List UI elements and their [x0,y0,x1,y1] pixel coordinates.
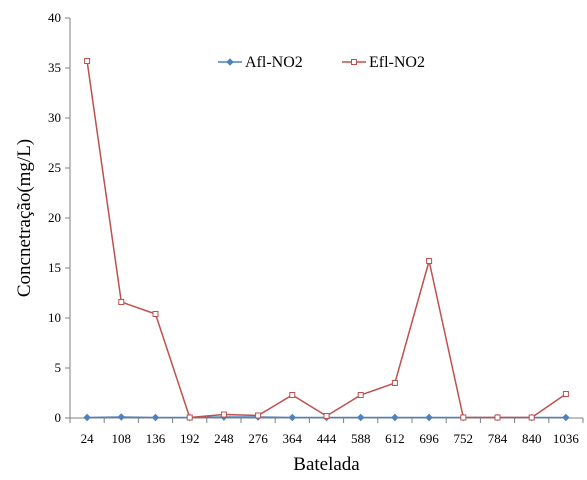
data-point [152,311,159,317]
x-tick-label: 752 [454,431,474,446]
x-tick-label: 784 [488,431,508,446]
data-point [83,413,91,422]
x-tick-label: 444 [317,431,337,446]
data-point [118,299,125,305]
legend: Afl-NO2 Efl-NO2 [218,54,425,71]
y-tick-label: 35 [48,60,61,75]
legend-item: Efl-NO2 [342,54,425,71]
data-point [356,413,365,422]
data-point [357,392,364,398]
data-point [562,413,570,422]
legend-label: Afl-NO2 [245,54,303,71]
data-point [220,411,227,418]
y-tick-label: 30 [48,110,61,125]
data-point [425,413,433,422]
data-point [494,414,501,421]
series-layer [83,58,570,422]
legend-marker [351,59,357,65]
y-tick-label: 20 [48,210,61,225]
y-tick-label: 15 [48,260,61,275]
x-axis-ticks: 24 108 136 192 248 276 364 444 588 612 696 752 784 84… [69,418,584,446]
data-point [186,414,193,421]
data-point [288,413,297,422]
data-point [289,392,296,398]
x-tick-label: 108 [112,431,132,446]
data-point [151,413,160,422]
legend-marker [226,58,234,66]
x-tick-label: 840 [522,431,542,446]
data-point [426,258,433,264]
data-point [255,412,262,419]
legend-label: Efl-NO2 [369,54,425,71]
y-tick-label: 5 [55,360,62,375]
data-point [460,414,467,421]
y-tick-label: 40 [48,10,61,25]
x-tick-label: 248 [214,431,234,446]
y-tick-label: 25 [48,160,61,175]
x-tick-label: 1036 [553,431,580,446]
data-point [323,413,330,419]
data-point [528,414,535,421]
x-tick-label: 276 [248,431,268,446]
x-tick-label: 588 [351,431,371,446]
y-axis-ticks: 0 5 10 15 20 25 30 35 40 [48,10,70,425]
x-tick-label: 24 [81,431,95,446]
series-2 [84,58,569,421]
data-point [391,413,399,422]
x-tick-label: 696 [419,431,439,446]
y-tick-label: 0 [55,410,62,425]
x-tick-label: 364 [283,431,303,446]
x-tick-label: 136 [146,431,166,446]
x-tick-label: 192 [180,431,200,446]
x-tick-label: 612 [385,431,405,446]
y-axis-title: Concnetração(mg/L) [14,139,35,297]
data-point [117,413,126,421]
x-axis-title: Batelada [293,454,360,475]
data-point [562,391,569,397]
data-point [391,380,398,386]
series-line [86,60,567,419]
data-point [84,58,91,64]
y-tick-label: 10 [48,310,61,325]
legend-item: Afl-NO2 [218,54,303,71]
